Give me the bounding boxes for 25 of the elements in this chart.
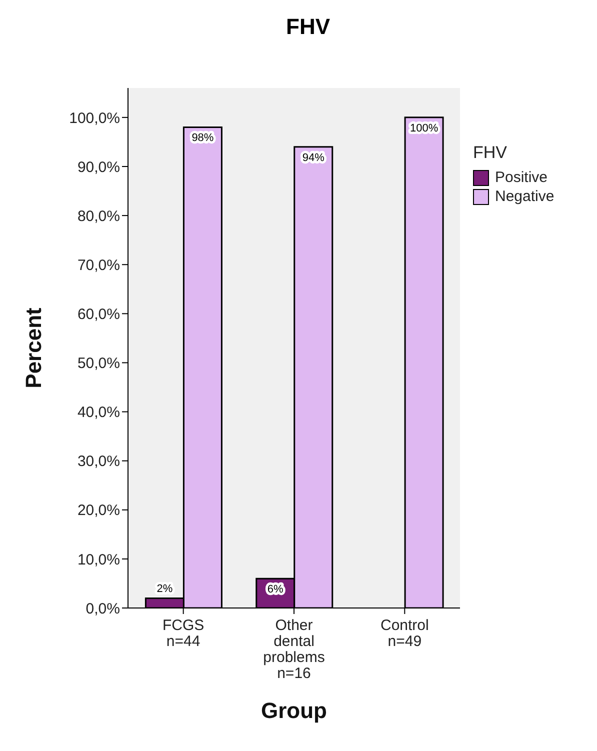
x-tick-label: Control n=49	[380, 617, 429, 650]
y-tick-label: 30,0%	[77, 453, 120, 470]
legend-label: Negative	[494, 188, 556, 205]
legend-title: FHV	[473, 143, 508, 163]
y-tick-label: 60,0%	[77, 306, 120, 323]
y-tick-label: 50,0%	[77, 355, 120, 372]
data-label: 6%	[267, 584, 284, 596]
chart-title: FHV	[285, 14, 331, 40]
legend-label: Positive	[494, 169, 549, 186]
x-tick-label: Other dental problems n=16	[263, 617, 325, 682]
y-tick-label: 90,0%	[77, 158, 120, 176]
y-tick-label: 100,0%	[69, 110, 120, 127]
x-tick-label: FCGS n=44	[162, 617, 204, 650]
y-tick-label: 40,0%	[77, 404, 120, 422]
data-label: 94%	[302, 152, 325, 164]
y-tick-label: 10,0%	[77, 551, 120, 568]
y-axis-title: Percent	[20, 306, 46, 388]
y-tick-label: 80,0%	[77, 208, 120, 225]
data-label: 2%	[156, 583, 173, 596]
y-tick-label: 70,0%	[77, 256, 120, 274]
y-tick-label: 20,0%	[77, 502, 120, 520]
y-tick-label: 0,0%	[86, 600, 120, 618]
data-label: 98%	[192, 132, 214, 144]
data-label: 100%	[410, 122, 438, 134]
x-axis-title: Group	[261, 698, 327, 723]
